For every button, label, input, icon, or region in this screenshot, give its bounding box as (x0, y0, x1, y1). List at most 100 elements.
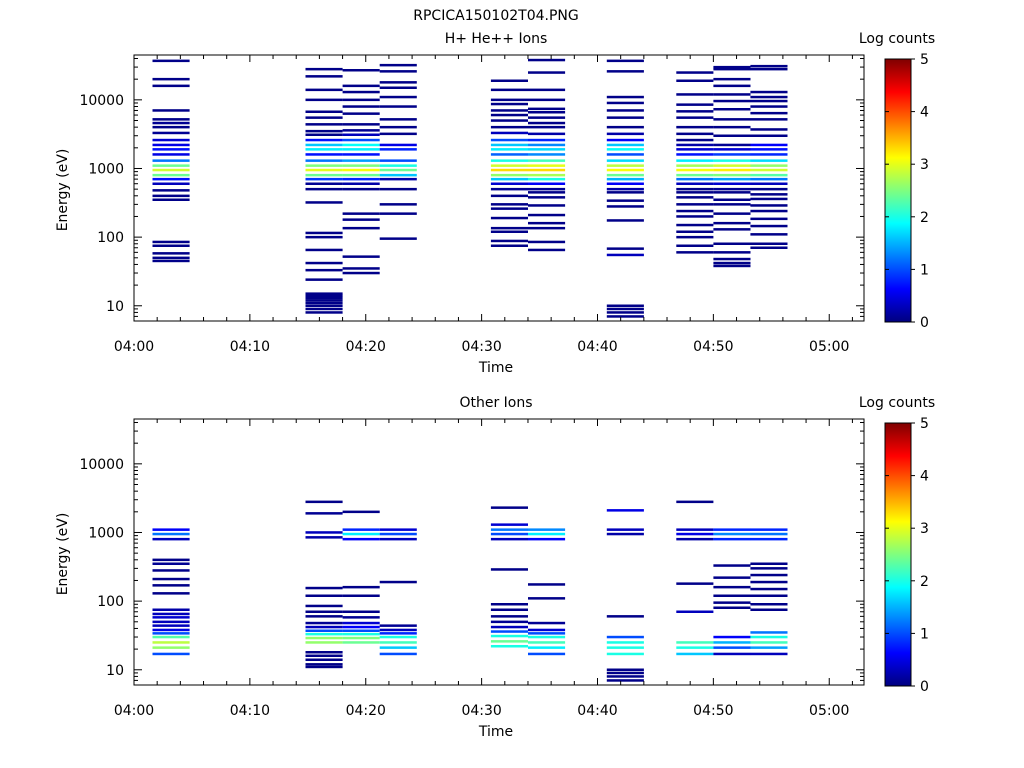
heatmap-cell (342, 173, 380, 177)
heatmap-cell (152, 562, 190, 565)
heatmap-cell (490, 113, 528, 117)
heatmap-cell (606, 675, 644, 678)
heatmap-cell (490, 603, 528, 606)
heatmap-cell (342, 148, 380, 151)
heatmap-cell (606, 646, 644, 649)
y-tick-label: 10 (106, 299, 124, 315)
heatmap-cell (490, 207, 528, 210)
heatmap-cell (379, 81, 417, 84)
heatmap-cell (305, 629, 343, 632)
heatmap-cell (342, 537, 380, 541)
heatmap-cell (342, 153, 380, 156)
heatmap-cell (490, 506, 528, 509)
heatmap-cell (750, 105, 788, 108)
heatmap-cell (606, 70, 644, 73)
heatmap-cell (342, 133, 380, 136)
heatmap-cell (528, 641, 566, 644)
heatmap-cell (305, 296, 343, 300)
heatmap-cell (152, 173, 190, 177)
colorbar-label: Log counts (859, 31, 935, 47)
heatmap-cell (606, 182, 644, 185)
heatmap-cell (528, 597, 566, 600)
heatmap-cell (490, 203, 528, 206)
heatmap-cell (490, 119, 528, 122)
heatmap-cell (342, 177, 380, 181)
heatmap-cell (713, 212, 751, 215)
heatmap-cell (676, 177, 714, 181)
heatmap-cell (713, 564, 751, 567)
y-axis-label: Energy (eV) (55, 149, 71, 232)
time-column (676, 500, 714, 656)
heatmap-cell (152, 259, 190, 263)
heatmap-cell (606, 304, 644, 307)
heatmap-cell (342, 255, 380, 258)
heatmap-cell (713, 585, 751, 589)
x-tick-label: 04:10 (230, 339, 270, 355)
time-column (152, 59, 190, 263)
heatmap-cell (305, 610, 343, 613)
time-column (305, 500, 343, 669)
heatmap-cell (305, 500, 343, 504)
heatmap-cell (342, 528, 380, 531)
heatmap-cell (152, 558, 190, 562)
x-tick-label: 04:00 (114, 339, 154, 355)
heatmap-cell (490, 177, 528, 181)
time-column (490, 506, 528, 648)
heatmap-cell (676, 159, 714, 162)
heatmap-cell (750, 580, 788, 584)
heatmap-cell (305, 307, 343, 311)
axes: 04:00 04:10 04:20 04:30 04:40 04:50 05:00 10 100… (79, 419, 864, 719)
heatmap-cell (528, 213, 566, 217)
heatmap-area (152, 500, 788, 682)
heatmap-cell (490, 173, 528, 177)
heatmap-cell (606, 109, 644, 112)
heatmap-cell (676, 116, 714, 119)
heatmap-cell (490, 168, 528, 172)
panel-h-he-ions: H+ He++ Ions Log counts Time Energy (eV)… (55, 31, 935, 376)
heatmap-cell (528, 116, 566, 119)
heatmap-cell (606, 311, 644, 314)
heatmap-cell (713, 173, 751, 177)
heatmap-cell (528, 226, 566, 230)
panel-title: H+ He++ Ions (445, 31, 548, 47)
heatmap-cell (676, 537, 714, 541)
heatmap-cell (606, 148, 644, 151)
heatmap-cell (528, 132, 566, 136)
heatmap-cell (713, 99, 751, 103)
heatmap-cell (152, 194, 190, 198)
heatmap-cell (379, 628, 417, 632)
heatmap-cell (750, 159, 788, 162)
heatmap-cell (152, 620, 190, 624)
heatmap-cell (342, 271, 380, 275)
heatmap-cell (490, 645, 528, 648)
heatmap-cell (305, 110, 343, 113)
time-column (342, 69, 380, 275)
heatmap-cell (305, 187, 343, 191)
heatmap-cell (342, 212, 380, 215)
heatmap-cell (713, 177, 751, 181)
colorbar-tick-label: 5 (920, 416, 929, 432)
heatmap-cell (490, 182, 528, 185)
heatmap-cell (379, 118, 417, 121)
panel-title: Other Ions (459, 395, 532, 411)
heatmap-cell (342, 636, 380, 640)
heatmap-cell (713, 148, 751, 151)
x-tick-label: 04:20 (346, 703, 386, 719)
heatmap-cell (528, 187, 566, 191)
heatmap-cell (750, 635, 788, 639)
heatmap-cell (305, 133, 343, 136)
heatmap-cell (152, 143, 190, 147)
heatmap-cell (713, 182, 751, 185)
heatmap-cell (152, 189, 190, 192)
heatmap-cell (152, 528, 190, 531)
heatmap-cell (490, 537, 528, 541)
heatmap-cell (713, 84, 751, 88)
heatmap-cell (750, 641, 788, 644)
heatmap-cell (750, 164, 788, 167)
heatmap-cell (606, 652, 644, 656)
heatmap-cell (342, 267, 380, 270)
heatmap-cell (606, 143, 644, 147)
heatmap-cell (750, 168, 788, 172)
heatmap-cell (528, 148, 566, 151)
